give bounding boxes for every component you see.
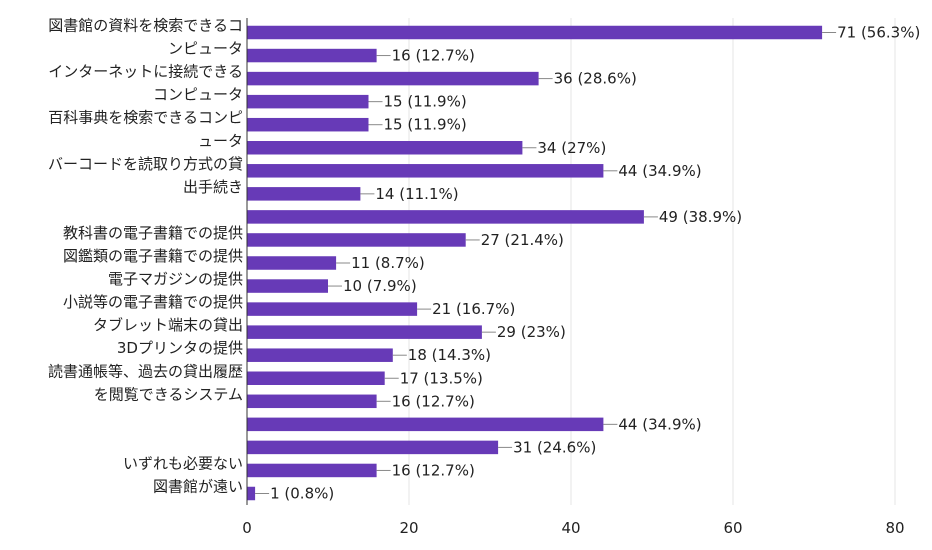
value-label: 16 (12.7%) (392, 392, 475, 410)
value-label: 14 (11.1%) (375, 185, 458, 203)
value-label: 10 (7.9%) (343, 277, 417, 295)
x-tick-label: 0 (242, 519, 252, 537)
bars (247, 25, 823, 501)
value-label: 29 (23%) (497, 323, 566, 341)
bar (247, 117, 369, 132)
category-label: ンピュータ (168, 40, 243, 58)
bar (247, 71, 539, 86)
category-label: コンピュータ (153, 86, 243, 104)
bar (247, 187, 361, 201)
category-labels: 図書館の資料を検索できるコンピュータインターネットに接続できるコンピュータ百科事… (48, 17, 243, 496)
bar (247, 279, 328, 293)
x-tick-label: 20 (399, 519, 418, 537)
category-label: バーコードを読取り方式の貸 (48, 155, 243, 173)
bar (247, 371, 385, 385)
bar (247, 417, 604, 432)
value-label: 71 (56.3%) (837, 24, 920, 42)
bar (247, 463, 377, 478)
bar (247, 325, 482, 339)
value-label: 27 (21.4%) (481, 231, 564, 249)
category-label: を閲覧できるシステム (94, 385, 243, 403)
category-label: いずれも必要ない (123, 454, 243, 472)
value-label: 44 (34.9%) (618, 162, 701, 180)
category-label: 電子マガジンの提供 (108, 270, 243, 288)
bar (247, 256, 337, 270)
bar (247, 233, 466, 247)
bar (247, 164, 604, 178)
category-label: ュータ (198, 132, 243, 150)
value-label: 1 (0.8%) (270, 485, 334, 503)
category-label: 読書通帳等、過去の貸出履歴 (48, 362, 243, 380)
category-label: 出手続き (183, 178, 243, 196)
category-label: インターネットに接続できる (48, 63, 243, 81)
category-label: 百科事典を検索できるコンピ (48, 109, 243, 127)
bar (247, 141, 523, 155)
value-label: 11 (8.7%) (351, 254, 425, 272)
category-label: 小説等の電子書籍での提供 (63, 293, 243, 311)
x-tick-label: 60 (723, 519, 742, 537)
value-label: 15 (11.9%) (384, 116, 467, 134)
value-label: 16 (12.7%) (392, 47, 475, 65)
bar (247, 394, 377, 409)
category-label: 3Dプリンタの提供 (117, 339, 243, 357)
category-label: 教科書の電子書籍での提供 (63, 224, 243, 242)
value-label: 16 (12.7%) (392, 461, 475, 479)
value-label: 36 (28.6%) (554, 70, 637, 88)
bar (247, 440, 499, 455)
category-label: 図書館が遠い (153, 478, 243, 496)
value-label: 18 (14.3%) (408, 346, 491, 364)
bar (247, 348, 393, 362)
x-tick-label: 80 (885, 519, 904, 537)
category-label: タブレット端末の貸出 (93, 316, 243, 334)
value-label: 21 (16.7%) (432, 300, 515, 318)
value-label: 17 (13.5%) (400, 369, 483, 387)
x-tick-label: 40 (561, 519, 580, 537)
value-label: 31 (24.6%) (513, 438, 596, 456)
bar (247, 25, 823, 40)
value-labels: 71 (56.3%) 16 (12.7%) 36 (28.6%) 15 (11.9%)… (255, 24, 920, 503)
x-tick-labels: 0 20 40 60 80 (242, 519, 904, 537)
bar (247, 486, 256, 501)
value-label: 49 (38.9%) (659, 208, 742, 226)
value-label: 34 (27%) (537, 139, 606, 157)
value-label: 44 (34.9%) (618, 415, 701, 433)
bar (247, 302, 418, 316)
value-label: 15 (11.9%) (384, 93, 467, 111)
bar (247, 94, 369, 109)
category-label: 図鑑類の電子書籍での提供 (63, 247, 243, 265)
bar (247, 210, 644, 224)
bar (247, 48, 377, 63)
category-label: 図書館の資料を検索できるコ (48, 17, 243, 35)
